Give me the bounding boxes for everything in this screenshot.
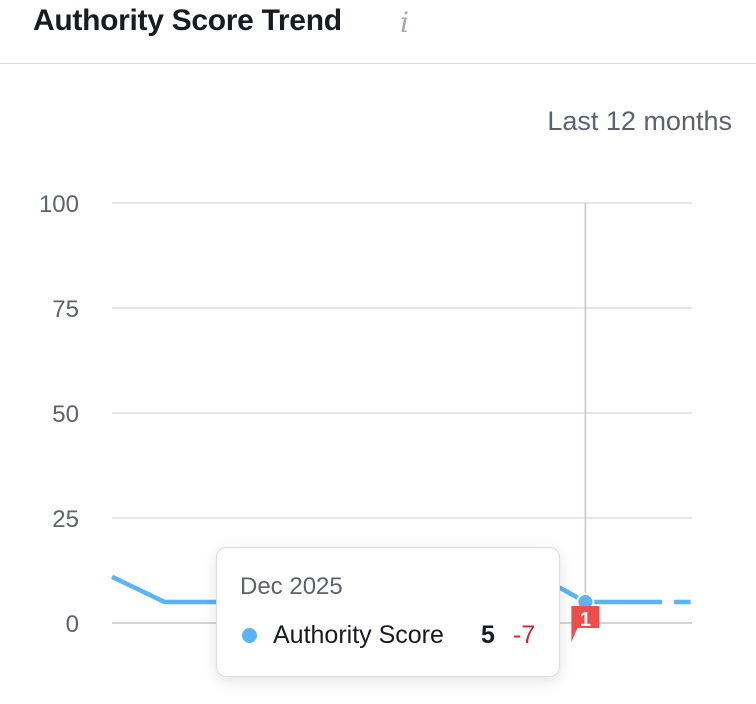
chart-tooltip: Dec 2025 Authority Score 5 -7: [216, 547, 560, 677]
widget-title: Authority Score Trend: [33, 4, 342, 37]
annotation-flag-icon[interactable]: 1: [571, 606, 600, 642]
tooltip-date: Dec 2025: [240, 573, 343, 600]
chart-markers[interactable]: 1: [571, 593, 600, 642]
y-tick-label: 25: [52, 506, 79, 533]
tooltip-value: 5: [481, 621, 495, 649]
info-icon[interactable]: i: [400, 6, 409, 39]
annotation-count: 1: [580, 609, 591, 631]
series-dot-icon: [242, 628, 257, 643]
widget-header: Authority Score Trend i: [0, 0, 756, 64]
y-axis-ticks: 100 75 50 25 0: [39, 191, 79, 638]
period-selector[interactable]: Last 12 months: [547, 106, 732, 136]
y-tick-label: 75: [52, 296, 79, 323]
y-tick-label: 100: [39, 191, 79, 218]
y-tick-label: 0: [66, 611, 79, 638]
tooltip-delta: -7: [513, 621, 536, 649]
tooltip-series-label: Authority Score: [273, 621, 444, 649]
y-tick-label: 50: [52, 401, 79, 428]
